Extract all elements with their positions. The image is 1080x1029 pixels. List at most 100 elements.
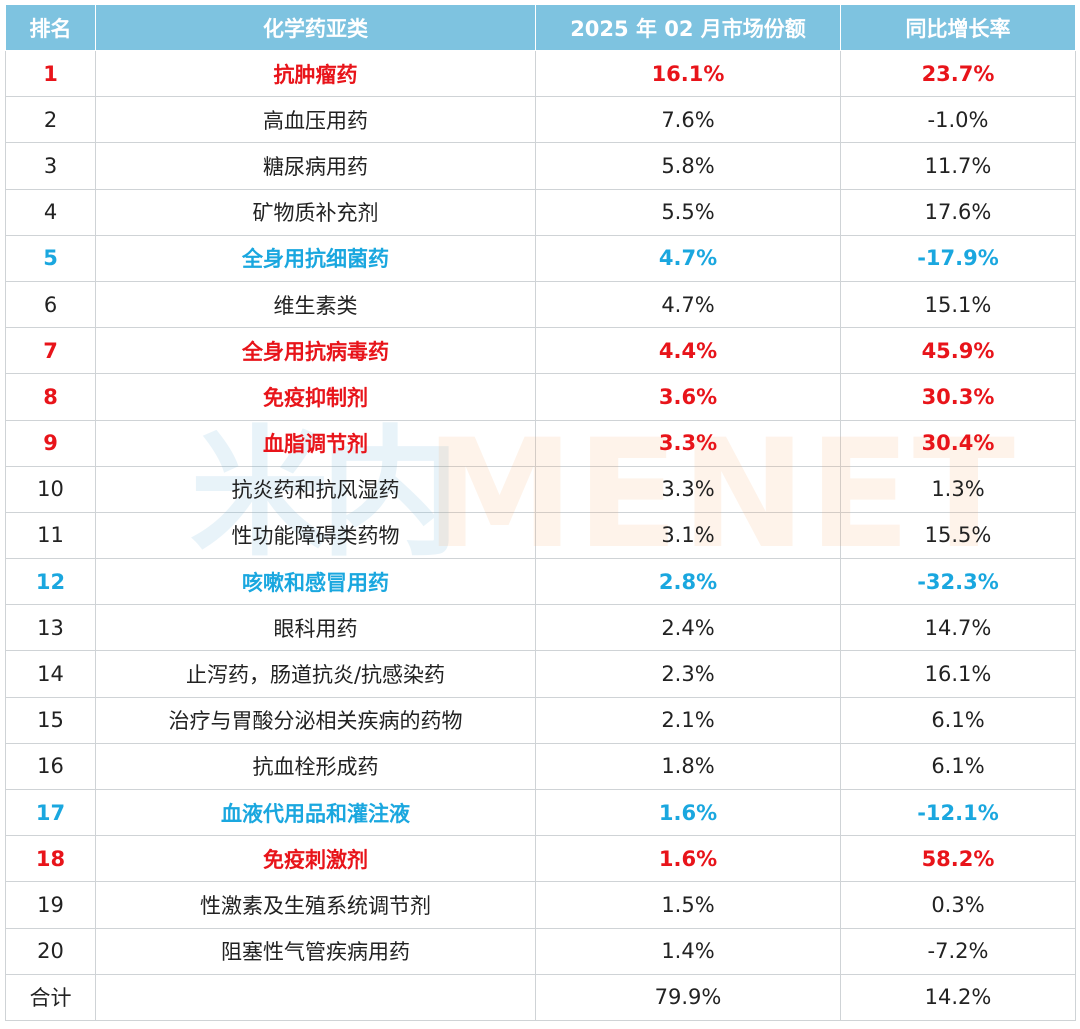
- cell-share: 1.6%: [535, 835, 841, 883]
- header-rank: 排名: [5, 4, 96, 51]
- cell-share: 1.8%: [535, 742, 841, 791]
- header-share: 2025 年 02 月市场份额: [535, 4, 841, 51]
- cell-category: 阻塞性气管疾病用药: [95, 927, 536, 975]
- cell-share: 5.8%: [535, 142, 841, 190]
- cell-growth: 58.2%: [840, 835, 1076, 883]
- cell-growth: 23.7%: [840, 49, 1076, 98]
- cell-rank: 12: [5, 558, 96, 606]
- cell-category: 抗血栓形成药: [95, 742, 536, 791]
- cell-share: 7.6%: [535, 96, 841, 144]
- cell-category: 眼科用药: [95, 604, 536, 652]
- cell-growth: -17.9%: [840, 234, 1076, 282]
- table-row: 15 治疗与胃酸分泌相关疾病的药物 2.1% 6.1%: [5, 696, 1076, 744]
- cell-growth: 6.1%: [840, 696, 1076, 744]
- table-row: 13 眼科用药 2.4% 14.7%: [5, 604, 1076, 652]
- cell-growth: 11.7%: [840, 142, 1076, 190]
- cell-rank: 6: [5, 280, 96, 329]
- table-row: 2 高血压用药 7.6% -1.0%: [5, 96, 1076, 144]
- cell-category: 血液代用品和灌注液: [95, 788, 536, 837]
- cell-rank: 15: [5, 696, 96, 744]
- total-growth: 14.2%: [840, 973, 1076, 1021]
- cell-growth: 1.3%: [840, 465, 1076, 513]
- table-row: 11 性功能障碍类药物 3.1% 15.5%: [5, 511, 1076, 560]
- cell-share: 2.1%: [535, 696, 841, 744]
- table-row: 18 免疫刺激剂 1.6% 58.2%: [5, 835, 1076, 883]
- cell-category: 全身用抗病毒药: [95, 327, 536, 375]
- cell-share: 4.7%: [535, 280, 841, 329]
- cell-share: 1.4%: [535, 927, 841, 975]
- cell-share: 5.5%: [535, 188, 841, 236]
- cell-rank: 5: [5, 234, 96, 282]
- cell-rank: 7: [5, 327, 96, 375]
- cell-growth: 30.3%: [840, 373, 1076, 421]
- table-row: 17 血液代用品和灌注液 1.6% -12.1%: [5, 788, 1076, 837]
- cell-share: 4.7%: [535, 234, 841, 282]
- market-share-table: 排名 化学药亚类 2025 年 02 月市场份额 同比增长率 1 抗肿瘤药 16…: [5, 4, 1076, 1021]
- cell-share: 2.3%: [535, 650, 841, 698]
- total-label: 合计: [5, 973, 96, 1021]
- cell-rank: 19: [5, 881, 96, 929]
- cell-growth: -12.1%: [840, 788, 1076, 837]
- cell-category: 高血压用药: [95, 96, 536, 144]
- table-body: 1 抗肿瘤药 16.1% 23.7% 2 高血压用药 7.6% -1.0% 3 …: [5, 49, 1076, 1021]
- cell-category: 血脂调节剂: [95, 419, 536, 467]
- cell-category: 治疗与胃酸分泌相关疾病的药物: [95, 696, 536, 744]
- table-row: 5 全身用抗细菌药 4.7% -17.9%: [5, 234, 1076, 282]
- cell-share: 3.3%: [535, 419, 841, 467]
- table-container: 排名 化学药亚类 2025 年 02 月市场份额 同比增长率 1 抗肿瘤药 16…: [5, 4, 1076, 1021]
- cell-growth: 0.3%: [840, 881, 1076, 929]
- header-growth: 同比增长率: [840, 4, 1076, 51]
- cell-category: 性激素及生殖系统调节剂: [95, 881, 536, 929]
- table-row: 19 性激素及生殖系统调节剂 1.5% 0.3%: [5, 881, 1076, 929]
- cell-category: 止泻药，肠道抗炎/抗感染药: [95, 650, 536, 698]
- cell-growth: 14.7%: [840, 604, 1076, 652]
- table-row: 8 免疫抑制剂 3.6% 30.3%: [5, 373, 1076, 421]
- cell-rank: 10: [5, 465, 96, 513]
- cell-share: 1.6%: [535, 788, 841, 837]
- cell-rank: 18: [5, 835, 96, 883]
- total-row: 合计 79.9% 14.2%: [5, 973, 1076, 1021]
- cell-rank: 1: [5, 49, 96, 98]
- cell-share: 3.6%: [535, 373, 841, 421]
- cell-growth: 15.5%: [840, 511, 1076, 560]
- cell-category: 咳嗽和感冒用药: [95, 558, 536, 606]
- cell-rank: 16: [5, 742, 96, 791]
- cell-growth: 15.1%: [840, 280, 1076, 329]
- cell-share: 2.8%: [535, 558, 841, 606]
- cell-rank: 11: [5, 511, 96, 560]
- table-row: 12 咳嗽和感冒用药 2.8% -32.3%: [5, 558, 1076, 606]
- cell-growth: -32.3%: [840, 558, 1076, 606]
- cell-category: 性功能障碍类药物: [95, 511, 536, 560]
- cell-category: 免疫抑制剂: [95, 373, 536, 421]
- cell-share: 3.3%: [535, 465, 841, 513]
- table-row: 3 糖尿病用药 5.8% 11.7%: [5, 142, 1076, 190]
- cell-rank: 3: [5, 142, 96, 190]
- table-row: 1 抗肿瘤药 16.1% 23.7%: [5, 49, 1076, 98]
- cell-rank: 17: [5, 788, 96, 837]
- table-row: 4 矿物质补充剂 5.5% 17.6%: [5, 188, 1076, 236]
- cell-rank: 2: [5, 96, 96, 144]
- cell-category: 糖尿病用药: [95, 142, 536, 190]
- table-row: 16 抗血栓形成药 1.8% 6.1%: [5, 742, 1076, 791]
- cell-share: 1.5%: [535, 881, 841, 929]
- table-row: 7 全身用抗病毒药 4.4% 45.9%: [5, 327, 1076, 375]
- header-row: 排名 化学药亚类 2025 年 02 月市场份额 同比增长率: [5, 4, 1076, 51]
- table-row: 6 维生素类 4.7% 15.1%: [5, 280, 1076, 329]
- cell-category: 免疫刺激剂: [95, 835, 536, 883]
- cell-growth: 17.6%: [840, 188, 1076, 236]
- table-row: 20 阻塞性气管疾病用药 1.4% -7.2%: [5, 927, 1076, 975]
- cell-rank: 14: [5, 650, 96, 698]
- cell-rank: 20: [5, 927, 96, 975]
- cell-share: 4.4%: [535, 327, 841, 375]
- cell-growth: 45.9%: [840, 327, 1076, 375]
- cell-share: 16.1%: [535, 49, 841, 98]
- cell-growth: -1.0%: [840, 96, 1076, 144]
- cell-category: 矿物质补充剂: [95, 188, 536, 236]
- cell-category: 维生素类: [95, 280, 536, 329]
- table-row: 14 止泻药，肠道抗炎/抗感染药 2.3% 16.1%: [5, 650, 1076, 698]
- total-category: [95, 973, 536, 1021]
- table-row: 10 抗炎药和抗风湿药 3.3% 1.3%: [5, 465, 1076, 513]
- table-header: 排名 化学药亚类 2025 年 02 月市场份额 同比增长率: [5, 4, 1076, 51]
- cell-growth: -7.2%: [840, 927, 1076, 975]
- table-row: 9 血脂调节剂 3.3% 30.4%: [5, 419, 1076, 467]
